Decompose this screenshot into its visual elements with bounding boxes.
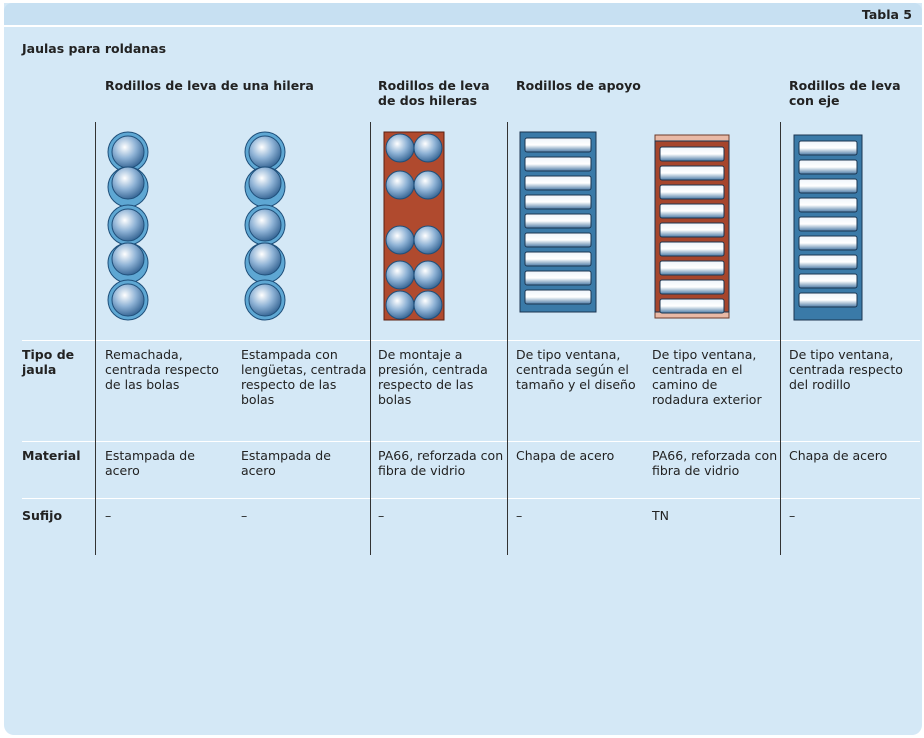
cell: Estampada de acero	[105, 448, 195, 478]
illustration-part	[524, 251, 592, 267]
group-header: Rodillos de leva de dos hileras	[378, 78, 490, 108]
illustration-part	[524, 156, 592, 172]
illustration-part	[659, 165, 725, 181]
illustration-part	[248, 166, 282, 200]
cell: Chapa de acero	[516, 448, 615, 463]
illustration-part	[385, 290, 415, 320]
illustration-part	[413, 260, 443, 290]
cell: De tipo ventana, centrada en el camino d…	[652, 347, 762, 407]
illustration-part	[524, 289, 592, 305]
illustration-part	[524, 213, 592, 229]
illustration-part	[248, 135, 282, 169]
cell: De tipo ventana, centrada según el tamañ…	[516, 347, 636, 392]
cell: PA66, reforzada con fibra de vidrio	[378, 448, 504, 478]
cell: PA66, reforzada con fibra de vidrio	[652, 448, 778, 478]
group-header: Rodillos de leva de una hilera	[105, 78, 314, 93]
illustration-part	[383, 131, 445, 321]
illustration-part	[524, 270, 592, 286]
cell: –	[378, 508, 385, 523]
header-band	[4, 3, 922, 25]
illustration-part	[524, 194, 592, 210]
illustration-part	[798, 254, 858, 270]
illustration-part	[659, 260, 725, 276]
cell: De montaje a presión, centrada respecto …	[378, 347, 488, 407]
illustration-part	[659, 279, 725, 295]
illustration-part	[798, 159, 858, 175]
illustration-part	[659, 298, 725, 314]
illustration-part	[659, 184, 725, 200]
row-label: Material	[22, 448, 81, 463]
illustration-part	[385, 225, 415, 255]
illustration-part	[524, 175, 592, 191]
illustration-part	[798, 140, 858, 156]
illustration-part	[413, 133, 443, 163]
illustration-part	[248, 242, 282, 276]
illustration-part	[248, 283, 282, 317]
illustration-part	[524, 137, 592, 153]
row-line	[22, 441, 920, 442]
illustration-part	[248, 208, 282, 242]
illustration-part	[659, 222, 725, 238]
illustration-part	[111, 208, 145, 242]
row-line	[22, 498, 920, 499]
illustration-part	[659, 146, 725, 162]
illustration-part	[659, 203, 725, 219]
illustration-part	[413, 290, 443, 320]
illustration-part	[413, 225, 443, 255]
illustration-part	[111, 135, 145, 169]
cell: De tipo ventana, centrada respecto del r…	[789, 347, 903, 392]
illustration-part	[798, 273, 858, 289]
col-line	[507, 122, 508, 555]
illustration-part	[659, 241, 725, 257]
illustration-part	[798, 197, 858, 213]
illustration-part	[385, 260, 415, 290]
cell: TN	[652, 508, 669, 523]
cell: –	[241, 508, 248, 523]
illustration-part	[413, 170, 443, 200]
table-label: Tabla 5	[861, 7, 912, 22]
col-line	[780, 122, 781, 555]
cell: –	[516, 508, 523, 523]
row-label: Tipo de jaula	[22, 347, 75, 377]
illustration-part	[111, 283, 145, 317]
illustration-part	[385, 133, 415, 163]
row-label: Sufijo	[22, 508, 63, 523]
table-title: Jaulas para roldanas	[22, 41, 167, 56]
row-line	[22, 340, 920, 341]
illustration-part	[111, 242, 145, 276]
illustration-part	[798, 178, 858, 194]
cell: –	[789, 508, 796, 523]
group-header: Rodillos de leva con eje	[789, 78, 901, 108]
illustration-part	[798, 235, 858, 251]
cell: Chapa de acero	[789, 448, 888, 463]
panel	[4, 3, 922, 735]
separator	[4, 25, 922, 27]
col-line	[370, 122, 371, 555]
illustration-part	[385, 170, 415, 200]
cell: –	[105, 508, 112, 523]
illustration-part	[798, 292, 858, 308]
cell: Remachada, centrada respecto de las bola…	[105, 347, 219, 392]
illustration-part	[798, 216, 858, 232]
illustration-part	[111, 166, 145, 200]
col-line	[95, 122, 96, 555]
illustration-part	[524, 232, 592, 248]
group-header: Rodillos de apoyo	[516, 78, 641, 93]
cell: Estampada con lengüetas, centrada respec…	[241, 347, 367, 407]
cell: Estampada de acero	[241, 448, 331, 478]
